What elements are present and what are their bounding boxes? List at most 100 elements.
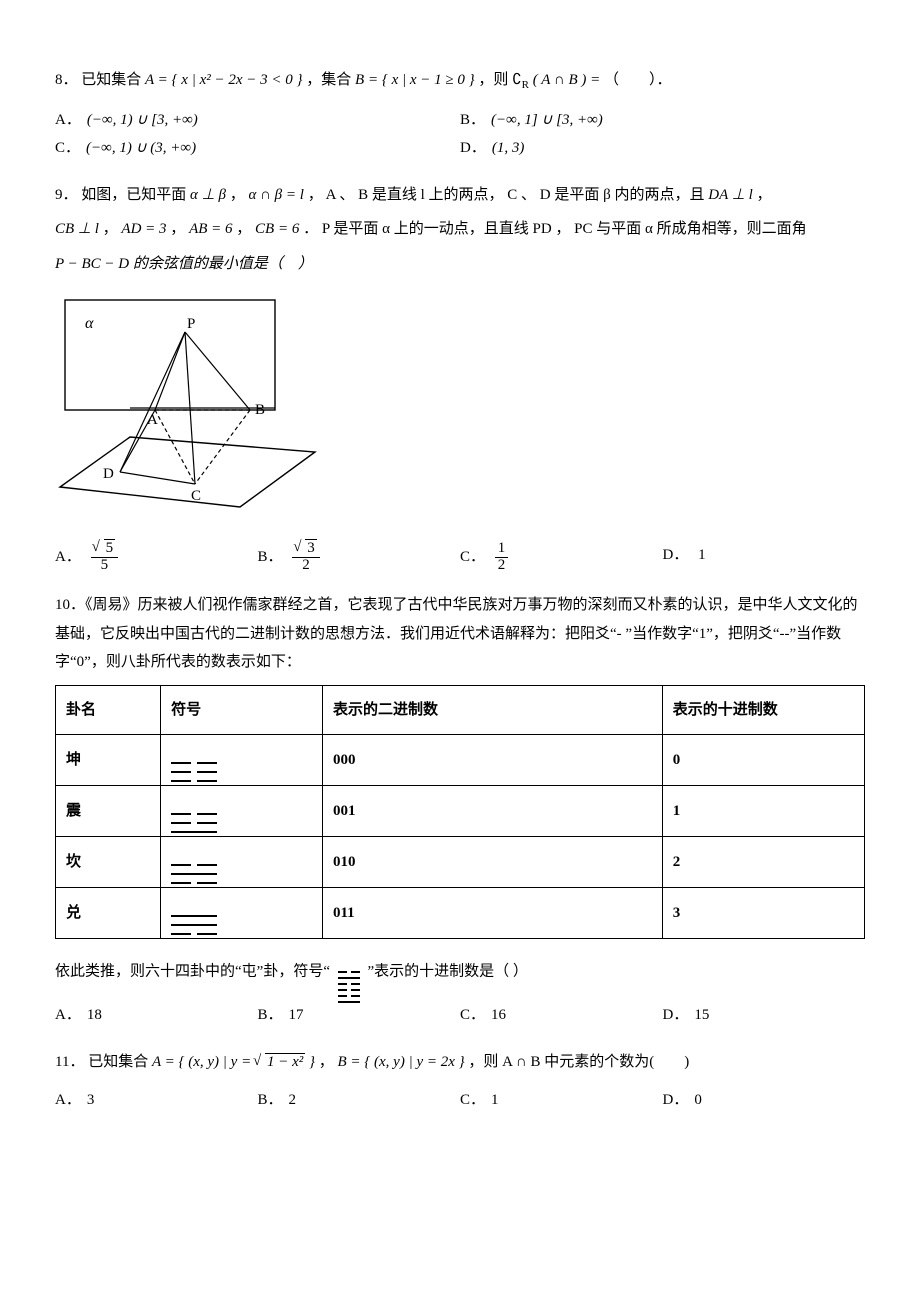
q8-stem: 8． 已知集合 A = { x | x² − 2x − 3 < 0 } ，集合 … (55, 66, 865, 96)
q10-tail-a: 依此类推，则六十四卦中的“屯”卦，符号“ (55, 964, 334, 980)
fig-a: A (147, 412, 158, 428)
trigram-icon (171, 745, 217, 775)
table-row: 兑0113 (56, 888, 865, 939)
q9-daL: DA ⊥ l (708, 187, 752, 203)
q10-tail-b: ”表示的十进制数是（ ） (367, 964, 527, 980)
table-row: 震0011 (56, 786, 865, 837)
fig-d: D (103, 466, 114, 482)
q11-stem: 11． 已知集合 A = { (x, y) | y = 1 − x² } ， B… (55, 1048, 865, 1077)
q8-option-a[interactable]: A．(−∞, 1) ∪ [3, +∞) (55, 106, 460, 135)
table-row: 坤 0000 (56, 735, 865, 786)
opt-label-d: D． (663, 547, 689, 563)
opt-label-a: A． (55, 1092, 81, 1108)
q11-sqrt: 1 − x² (255, 1048, 305, 1077)
cell-binary: 010 (322, 837, 662, 888)
q8-opt-c-text: (−∞, 1) ∪ (3, +∞) (86, 140, 196, 156)
q9-a-den: 5 (91, 557, 119, 574)
opt-label-c: C． (55, 140, 80, 156)
cell-name: 兑 (56, 888, 161, 939)
cell-symbol (161, 735, 323, 786)
fig-b: B (255, 402, 265, 418)
q8-option-c[interactable]: C． (−∞, 1) ∪ (3, +∞) (55, 134, 460, 163)
q9-p: P 是平面 α 上的一动点，且直线 PD ， PC 与平面 α 所成角相等，则二… (322, 221, 807, 237)
opt-label-d: D． (663, 1092, 689, 1108)
q9-figure: α P A B D C (55, 292, 865, 523)
q8-setA: A = { x | x² − 2x − 3 < 0 } (145, 72, 302, 88)
q8-opt-d-text: (1, 3) (492, 140, 525, 156)
th-name: 卦名 (56, 685, 161, 735)
cell-name: 坤 (56, 735, 161, 786)
table-row: 坎 0102 (56, 837, 865, 888)
q9-d-val: 1 (698, 547, 706, 563)
q9-l2b: ， (103, 221, 122, 237)
q9-l1c: ， (308, 187, 326, 203)
q9-l3: P − BC − D 的余弦值的最小值是（ ） (55, 256, 313, 272)
q9-c-den: 2 (495, 557, 509, 574)
fig-p: P (187, 316, 195, 332)
q8-expr-tail: ( A ∩ B ) = (533, 72, 600, 88)
cell-decimal: 2 (662, 837, 864, 888)
q8-paren: （ ）． (604, 72, 672, 88)
cell-binary: 000 (322, 735, 662, 786)
q11-tail: ，则 A ∩ B 中元素的个数为( ) (468, 1054, 689, 1070)
q9-l1b: ， (230, 187, 245, 203)
q11-setA-pre: A = { (x, y) | y = (152, 1054, 255, 1070)
q8-opt-b-text: (−∞, 1] ∪ [3, +∞) (491, 112, 603, 128)
cell-decimal: 0 (662, 735, 864, 786)
q11-mid: ， (319, 1054, 338, 1070)
cell-symbol (161, 888, 323, 939)
q8-setB: B = { x | x − 1 ≥ 0 } (355, 72, 475, 88)
q11-options: A．3 B． 2 C．1 D． 0 (55, 1086, 865, 1115)
trigram-icon (171, 898, 217, 928)
trigram-icon (171, 796, 217, 826)
opt-label-b: B． (258, 1092, 283, 1108)
opt-label-a: A． (55, 1007, 81, 1023)
q11-pre: 已知集合 (88, 1054, 152, 1070)
q9-cb6: CB = 6 (255, 221, 299, 237)
q9-option-d[interactable]: D． 1 (663, 541, 866, 574)
q11-option-d[interactable]: D． 0 (663, 1086, 866, 1115)
q11-setA-post: } (305, 1054, 315, 1070)
q8-option-d[interactable]: D． (1, 3) (460, 134, 865, 163)
q11-rad: 1 − x² (265, 1053, 305, 1070)
q9-b-frac: 3 2 (292, 541, 320, 574)
cell-binary: 001 (322, 786, 662, 837)
cell-symbol (161, 837, 323, 888)
q8-text-mid1: ，集合 (306, 72, 355, 88)
q11-option-c[interactable]: C．1 (460, 1086, 663, 1115)
q9-cbL: CB ⊥ l (55, 221, 99, 237)
cell-name: 坎 (56, 837, 161, 888)
q10-stem: 10．《周易》历来被人们视作儒家群经之首，它表现了古代中华民族对万事万物的深刻而… (55, 591, 865, 677)
q8-text-mid2: ，则 (478, 72, 512, 88)
q9-b-den: 2 (292, 557, 320, 574)
q8-num: 8． (55, 72, 78, 88)
opt-label-b: B． (258, 1007, 283, 1023)
q10-option-d[interactable]: D．15 (663, 1001, 866, 1030)
opt-label-c: C． (460, 1007, 485, 1023)
q10-para: 《周易》历来被人们视作儒家群经之首，它表现了古代中华民族对万事万物的深刻而又朴素… (55, 597, 858, 670)
q11-b: 2 (289, 1092, 297, 1108)
q9-option-b[interactable]: B． 3 2 (258, 541, 461, 574)
q10-c: 16 (491, 1007, 506, 1023)
q10-option-c[interactable]: C． 16 (460, 1001, 663, 1030)
question-10: 10．《周易》历来被人们视作儒家群经之首，它表现了古代中华民族对万事万物的深刻而… (55, 591, 865, 1030)
q11-option-a[interactable]: A．3 (55, 1086, 258, 1115)
q8-option-b[interactable]: B．(−∞, 1] ∪ [3, +∞) (460, 106, 865, 135)
q11-option-b[interactable]: B． 2 (258, 1086, 461, 1115)
q9-option-a[interactable]: A． 5 5 (55, 541, 258, 574)
q8-complement-sub: R (522, 79, 529, 91)
fig-c: C (191, 488, 201, 504)
q10-option-a[interactable]: A．18 (55, 1001, 258, 1030)
question-11: 11． 已知集合 A = { (x, y) | y = 1 − x² } ， B… (55, 1048, 865, 1115)
opt-label-c: C． (460, 1092, 485, 1108)
q11-d: 0 (694, 1092, 702, 1108)
q9-num: 9． (55, 187, 78, 203)
q9-l1d: ， (757, 187, 772, 203)
cell-name: 震 (56, 786, 161, 837)
q9-option-c[interactable]: C． 1 2 (460, 541, 663, 574)
q10-option-b[interactable]: B．17 (258, 1001, 461, 1030)
q9-line1: 9． 如图，已知平面 α ⊥ β ， α ∩ β = l ， A 、 B 是直线… (55, 181, 865, 210)
th-decimal: 表示的十进制数 (662, 685, 864, 735)
q9-a-frac: 5 5 (91, 541, 119, 574)
opt-label-d: D． (460, 140, 486, 156)
